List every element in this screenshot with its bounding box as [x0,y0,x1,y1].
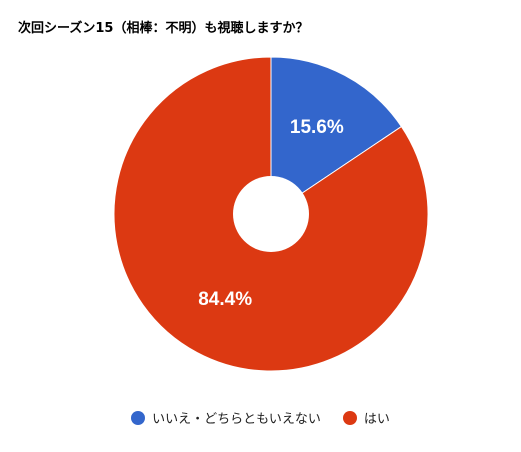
donut-hole [233,176,309,252]
legend-swatch-yes [342,410,357,425]
slice-label-yes: 84.4% [198,289,252,310]
legend-label-yes: はい [363,412,390,427]
slice-labels: 15.6% 84.4% [198,117,344,310]
chart-title: 次回シーズン15（相棒：不明）も視聴しますか？ [18,21,309,36]
legend: いいえ・どちらともいえない はい [0,408,521,427]
pie-slice-no[interactable] [270,56,403,215]
pie-slices [113,56,429,372]
pie-slice-yes[interactable] [113,56,429,372]
legend-swatch-no [131,410,146,425]
legend-item-no[interactable]: いいえ・どちらともいえない [131,408,321,427]
slice-label-no: 15.6% [290,117,344,138]
legend-item-yes[interactable]: はい [342,408,390,427]
legend-label-no: いいえ・どちらともいえない [152,412,321,427]
